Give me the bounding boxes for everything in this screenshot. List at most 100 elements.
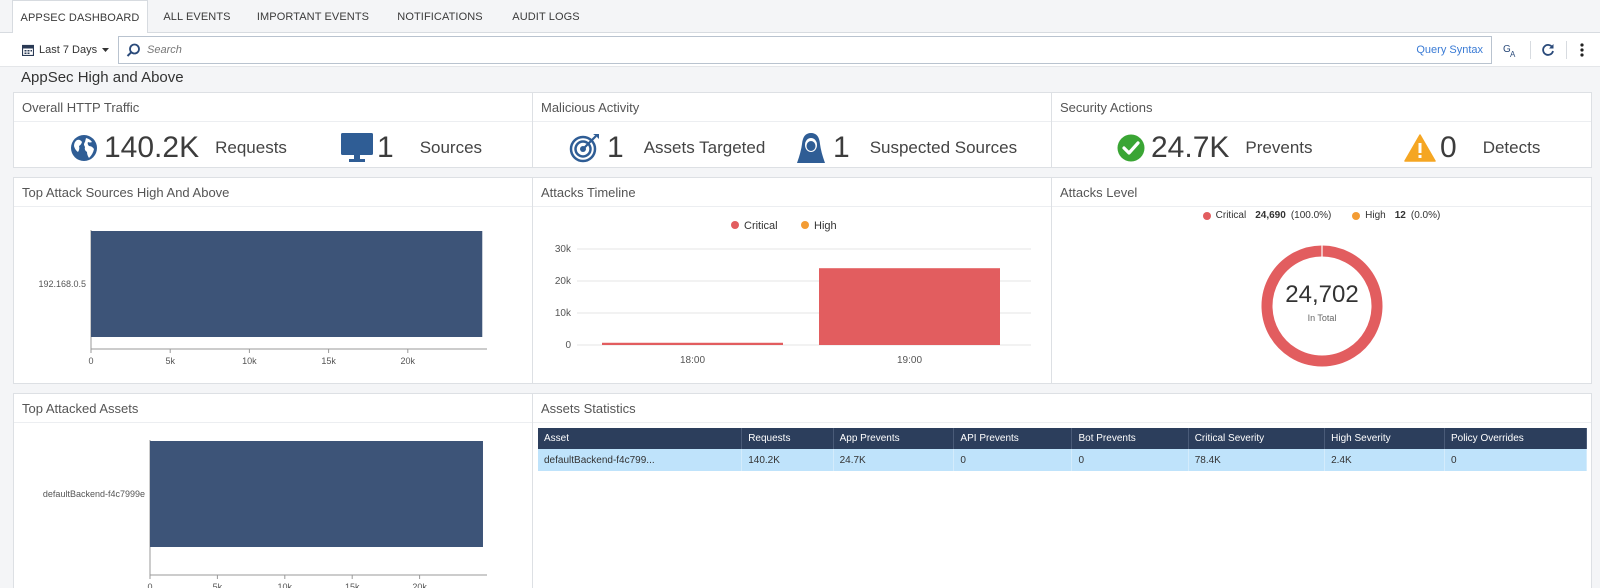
check-circle-icon	[1117, 134, 1145, 162]
search-input[interactable]	[147, 37, 1347, 63]
tab-important-events[interactable]: IMPORTANT EVENTS	[256, 11, 370, 23]
sources-label: Sources	[419, 138, 483, 157]
column-header[interactable]: API Prevents	[953, 428, 1073, 449]
prevents-value: 24.7K	[1151, 131, 1230, 164]
table-row[interactable]: defaultBackend-f4c799... 140.2K 24.7K 0 0 78.…	[538, 449, 1587, 471]
requests-value: 140.2K	[104, 131, 200, 164]
critical-bar	[602, 342, 783, 345]
table-cell: 0	[953, 449, 1073, 471]
assets-targeted-label: Assets Targeted	[643, 138, 766, 157]
search-box: Query Syntax	[118, 36, 1492, 64]
panel-title: Top Attack Sources High And Above	[22, 185, 230, 200]
svg-text:G: G	[1503, 44, 1511, 55]
critical-bar	[819, 268, 1000, 345]
column-header[interactable]: Critical Severity	[1188, 428, 1326, 449]
panel-divider	[1052, 121, 1591, 122]
hooded-figure-icon	[797, 133, 825, 163]
panel-title: Top Attacked Assets	[22, 401, 139, 416]
page-title: AppSec High and Above	[21, 69, 184, 86]
refresh-icon[interactable]	[1538, 41, 1558, 59]
x-tick-label: 20k	[412, 582, 427, 588]
x-tick-label: 18:00	[680, 355, 705, 366]
tab-appsec-dashboard[interactable]: APPSEC DASHBOARD	[12, 0, 148, 34]
column-header[interactable]: App Prevents	[833, 428, 955, 449]
legend-critical-pct: (100.0%)	[1290, 210, 1332, 221]
critical-dot-icon	[1202, 211, 1211, 220]
column-header[interactable]: Requests	[741, 428, 834, 449]
attacks-level-legend: Critical 24,690 (100.0%) High 12 (0.0%)	[1052, 210, 1591, 223]
table-cell: 0	[1444, 449, 1587, 471]
requests-stat: 140.2K Requests	[70, 129, 287, 167]
requests-label: Requests	[215, 138, 287, 157]
table-cell: 24.7K	[833, 449, 955, 471]
legend-high[interactable]: High 12 (0.0%)	[1352, 210, 1440, 221]
panel-title: Malicious Activity	[541, 100, 640, 115]
y-tick-label: 0	[565, 340, 571, 351]
category-label: 192.168.0.5	[38, 279, 86, 289]
panel-divider	[533, 422, 1591, 423]
detects-value: 0	[1440, 131, 1457, 164]
prevents-stat: 24.7K Prevents	[1117, 129, 1313, 167]
toolbar: Last 7 Days Query Syntax GA	[0, 33, 1600, 67]
donut-total-label: In Total	[1307, 313, 1337, 323]
table-cell: 0	[1071, 449, 1189, 471]
date-range-dropdown[interactable]: Last 7 Days	[22, 40, 110, 60]
x-tick-label: 0	[88, 356, 93, 366]
panel-title: Attacks Level	[1060, 185, 1138, 200]
column-header[interactable]: Policy Overrides	[1444, 428, 1587, 449]
x-tick-label: 5k	[213, 582, 223, 588]
table-cell[interactable]: defaultBackend-f4c799...	[538, 449, 743, 471]
column-header[interactable]: Bot Prevents	[1071, 428, 1189, 449]
panel-title: Overall HTTP Traffic	[22, 100, 140, 115]
category-label: defaultBackend-f4c7999e	[43, 489, 145, 499]
x-tick-label: 15k	[345, 582, 360, 588]
tab-all-events[interactable]: ALL EVENTS	[163, 11, 231, 23]
tab-audit-logs[interactable]: AUDIT LOGS	[512, 11, 580, 23]
globe-icon	[71, 135, 97, 161]
sources-stat: 1 Sources	[341, 129, 482, 167]
column-header[interactable]: High Severity	[1324, 428, 1445, 449]
legend-high-value: 12	[1394, 210, 1406, 221]
prevents-label: Prevents	[1245, 138, 1313, 157]
search-icon	[126, 43, 140, 57]
detects-label: Detects	[1482, 138, 1541, 157]
query-syntax-link[interactable]: Query Syntax	[1416, 44, 1483, 56]
x-tick-label: 20k	[401, 356, 416, 366]
y-tick-label: 10k	[555, 308, 572, 319]
assets-targeted-stat: 1 Assets Targeted	[569, 129, 765, 167]
monitor-icon	[341, 133, 373, 162]
suspected-sources-stat: 1 Suspected Sources	[795, 129, 1017, 167]
panel-divider	[533, 121, 1052, 122]
top-attack-sources-panel: Top Attack Sources High And Above 192.16…	[13, 177, 534, 384]
assets-statistics-table: Asset Requests App Prevents API Prevents Bot…	[538, 428, 1587, 471]
assets-statistics-panel: Assets Statistics Asset Requests App Preve…	[532, 393, 1592, 588]
more-options-icon[interactable]	[1572, 41, 1592, 59]
table-header-row: Asset Requests App Prevents API Prevents Bot…	[538, 428, 1587, 449]
attacks-timeline-chart: 0 10k 20k 30k 18:00 19:00 Critical High	[555, 220, 1031, 366]
panel-title: Assets Statistics	[541, 401, 636, 416]
malicious-activity-panel: Malicious Activity 1 Assets Targeted 1 S…	[532, 92, 1053, 168]
panel-divider	[14, 121, 533, 122]
top-attacked-assets-chart: defaultBackend-f4c7999e 0 5k 10k 15k 20k	[43, 440, 487, 588]
toolbar-divider	[1530, 41, 1531, 59]
column-header[interactable]: Asset	[538, 428, 743, 449]
table-cell: 140.2K	[741, 449, 834, 471]
x-tick-label: 0	[147, 582, 152, 588]
tab-bar: APPSEC DASHBOARD ALL EVENTS IMPORTANT EV…	[0, 0, 1600, 34]
legend-high-label: High	[814, 220, 837, 232]
y-tick-label: 20k	[555, 276, 572, 287]
legend-critical[interactable]: Critical 24,690 (100.0%)	[1202, 210, 1332, 221]
target-icon	[569, 134, 599, 163]
warning-icon	[1404, 134, 1436, 162]
svg-text:A: A	[1510, 50, 1516, 58]
x-tick-label: 15k	[321, 356, 336, 366]
attacks-level-panel: Attacks Level Critical 24,690 (100.0%) H…	[1051, 177, 1592, 384]
table-cell: 2.4K	[1324, 449, 1445, 471]
tab-notifications[interactable]: NOTIFICATIONS	[397, 11, 483, 23]
detects-stat: 0 Detects	[1404, 129, 1540, 167]
x-tick-label: 5k	[165, 356, 175, 366]
attacks-level-donut	[1261, 245, 1383, 367]
legend-critical-label: Critical	[1215, 210, 1247, 221]
panel-title: Attacks Timeline	[541, 185, 636, 200]
